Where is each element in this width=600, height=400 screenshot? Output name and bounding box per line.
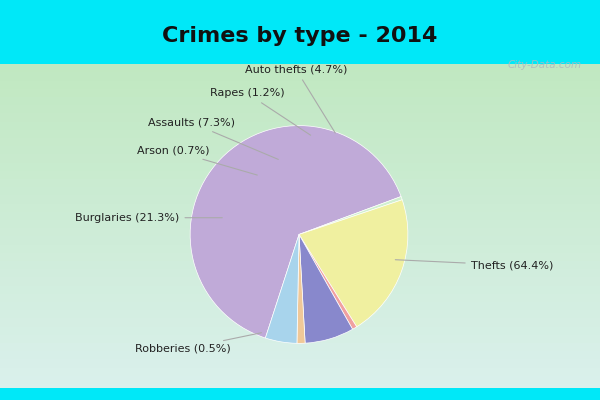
Bar xyxy=(0,187,600,195)
Text: Arson (0.7%): Arson (0.7%) xyxy=(137,146,257,175)
Bar xyxy=(0,286,600,294)
Bar xyxy=(0,351,600,359)
Wedge shape xyxy=(299,234,356,329)
Wedge shape xyxy=(299,200,408,327)
Text: Auto thefts (4.7%): Auto thefts (4.7%) xyxy=(245,65,347,133)
Bar xyxy=(0,72,600,80)
Bar xyxy=(0,179,600,187)
Wedge shape xyxy=(299,234,353,343)
Bar xyxy=(0,236,600,244)
Wedge shape xyxy=(299,196,402,234)
Bar xyxy=(0,302,600,310)
Text: Rapes (1.2%): Rapes (1.2%) xyxy=(210,88,311,135)
Bar xyxy=(0,80,600,89)
Wedge shape xyxy=(190,126,401,338)
Bar xyxy=(0,89,600,97)
Bar xyxy=(0,204,600,212)
Bar xyxy=(0,138,600,146)
Bar xyxy=(0,359,600,368)
Bar xyxy=(0,97,600,105)
Bar xyxy=(0,318,600,326)
Text: Robberies (0.5%): Robberies (0.5%) xyxy=(135,333,262,354)
Bar xyxy=(0,220,600,228)
Bar xyxy=(0,146,600,154)
Bar xyxy=(0,376,600,384)
Bar xyxy=(0,326,600,335)
Bar xyxy=(0,171,600,179)
Bar xyxy=(0,244,600,253)
Text: Thefts (64.4%): Thefts (64.4%) xyxy=(395,260,553,270)
Wedge shape xyxy=(297,234,305,343)
Bar xyxy=(0,228,600,236)
Bar xyxy=(0,162,600,171)
Text: Assaults (7.3%): Assaults (7.3%) xyxy=(148,118,278,160)
Bar xyxy=(0,343,600,351)
Bar xyxy=(0,212,600,220)
Bar xyxy=(0,294,600,302)
Bar xyxy=(0,310,600,318)
Bar xyxy=(0,195,600,204)
Text: Crimes by type - 2014: Crimes by type - 2014 xyxy=(163,26,437,46)
Bar xyxy=(0,113,600,122)
Text: City-Data.com: City-Data.com xyxy=(508,60,582,70)
Bar xyxy=(0,64,600,72)
Text: Burglaries (21.3%): Burglaries (21.3%) xyxy=(75,213,222,223)
Bar xyxy=(0,122,600,130)
Wedge shape xyxy=(265,234,299,343)
Bar xyxy=(0,368,600,376)
Bar xyxy=(0,261,600,269)
Bar xyxy=(0,335,600,343)
Bar xyxy=(0,277,600,286)
Bar xyxy=(0,130,600,138)
Bar xyxy=(0,253,600,261)
Bar xyxy=(0,384,600,392)
Bar xyxy=(0,105,600,113)
Bar xyxy=(0,154,600,162)
Bar xyxy=(0,269,600,277)
